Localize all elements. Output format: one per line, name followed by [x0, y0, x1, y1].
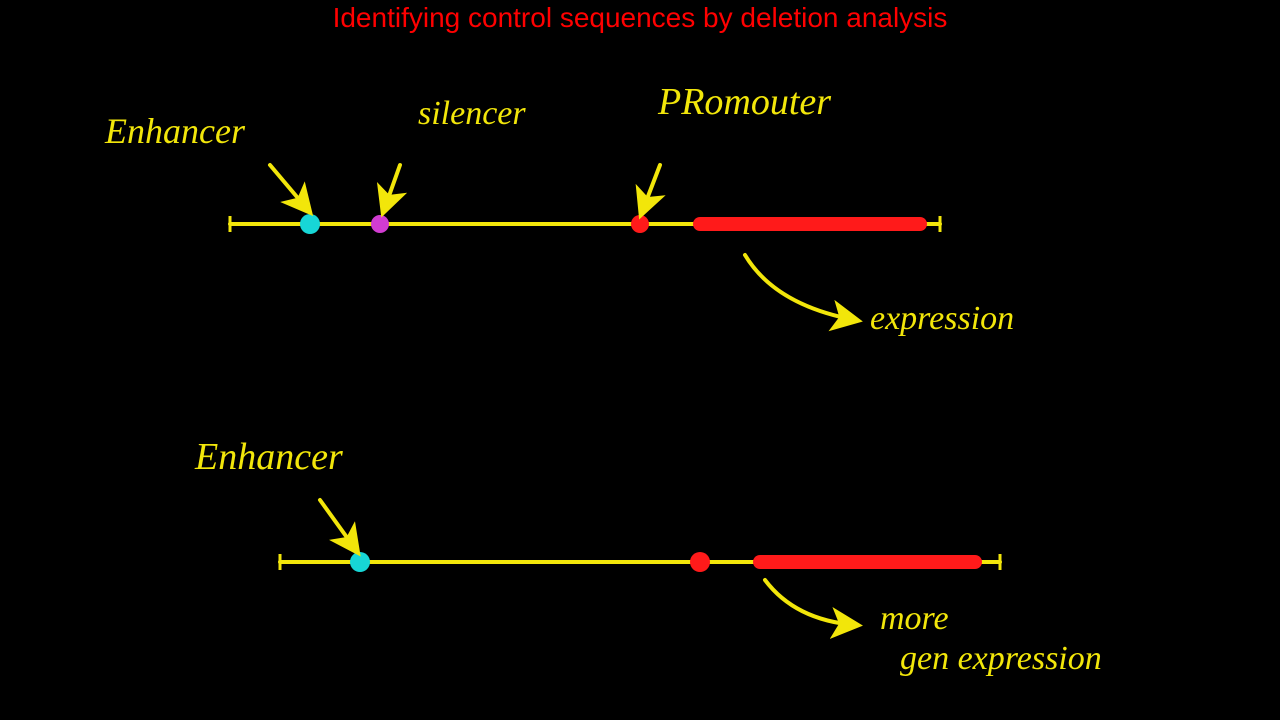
arrow-to_enhancer — [320, 500, 356, 550]
arrow-to_expression — [765, 580, 855, 625]
label-expression-top: expression — [870, 300, 1014, 338]
label-silencer: silencer — [418, 95, 526, 133]
enhancer-marker — [300, 214, 320, 234]
label-expression-bottom1: more — [880, 600, 949, 638]
enhancer-marker — [350, 552, 370, 572]
arrow-to_silencer — [384, 165, 400, 210]
arrow-to_expression — [745, 255, 855, 320]
promoter-marker — [631, 215, 649, 233]
label-promoter: PRomouter — [658, 80, 831, 124]
label-enhancer-bottom: Enhancer — [195, 435, 343, 479]
arrow-to_promoter — [642, 165, 660, 212]
silencer-marker — [371, 215, 389, 233]
label-enhancer-top: Enhancer — [105, 110, 245, 152]
diagram-canvas: Identifying control sequences by deletio… — [0, 0, 1280, 720]
diagram-svg — [0, 0, 1280, 720]
arrow-to_enhancer — [270, 165, 308, 210]
label-expression-bottom2: gen expression — [900, 640, 1102, 678]
promoter-marker — [690, 552, 710, 572]
